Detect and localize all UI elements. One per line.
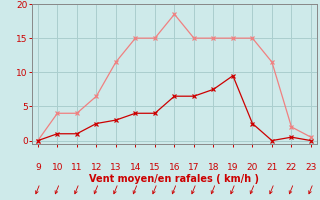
- X-axis label: Vent moyen/en rafales ( km/h ): Vent moyen/en rafales ( km/h ): [89, 174, 260, 184]
